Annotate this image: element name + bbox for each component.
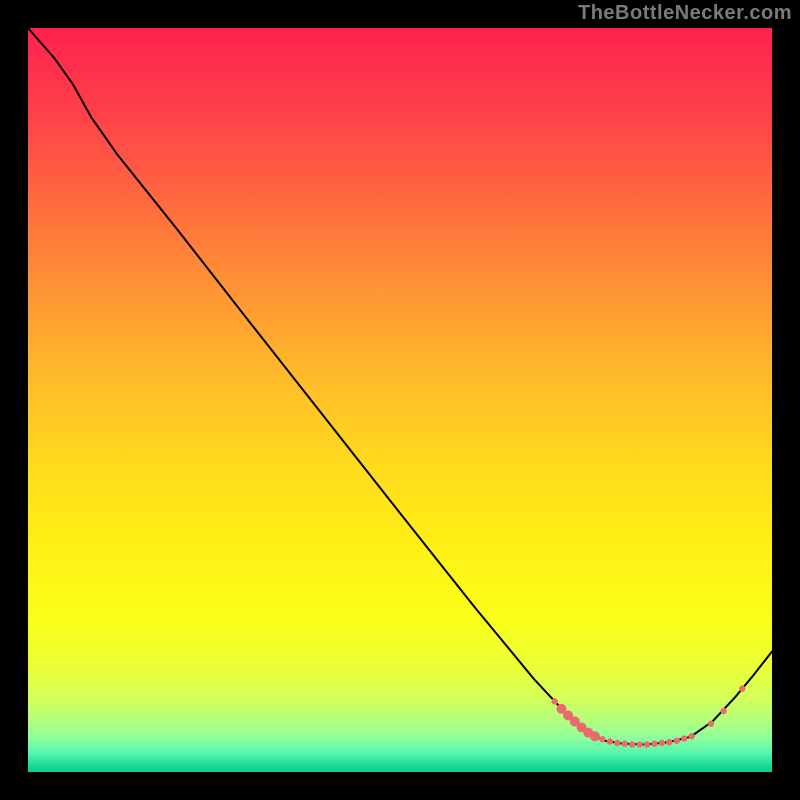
- curve-marker: [629, 741, 635, 747]
- curve-marker: [614, 740, 620, 746]
- curve-marker: [621, 741, 627, 747]
- curve-marker: [688, 733, 694, 739]
- curve-marker: [599, 736, 605, 742]
- chart-canvas: TheBottleNecker.com: [0, 0, 800, 800]
- curve-marker: [636, 741, 642, 747]
- chart-svg: [0, 0, 800, 800]
- curve-marker: [644, 741, 650, 747]
- plot-background: [28, 28, 772, 772]
- curve-marker: [739, 685, 745, 691]
- curve-marker: [674, 738, 680, 744]
- curve-marker: [607, 738, 613, 744]
- curve-marker: [666, 739, 672, 745]
- curve-marker: [590, 731, 600, 741]
- curve-marker: [708, 720, 714, 726]
- curve-marker: [720, 708, 726, 714]
- curve-marker: [552, 698, 558, 704]
- curve-marker: [681, 735, 687, 741]
- curve-marker: [651, 741, 657, 747]
- curve-marker: [659, 740, 665, 746]
